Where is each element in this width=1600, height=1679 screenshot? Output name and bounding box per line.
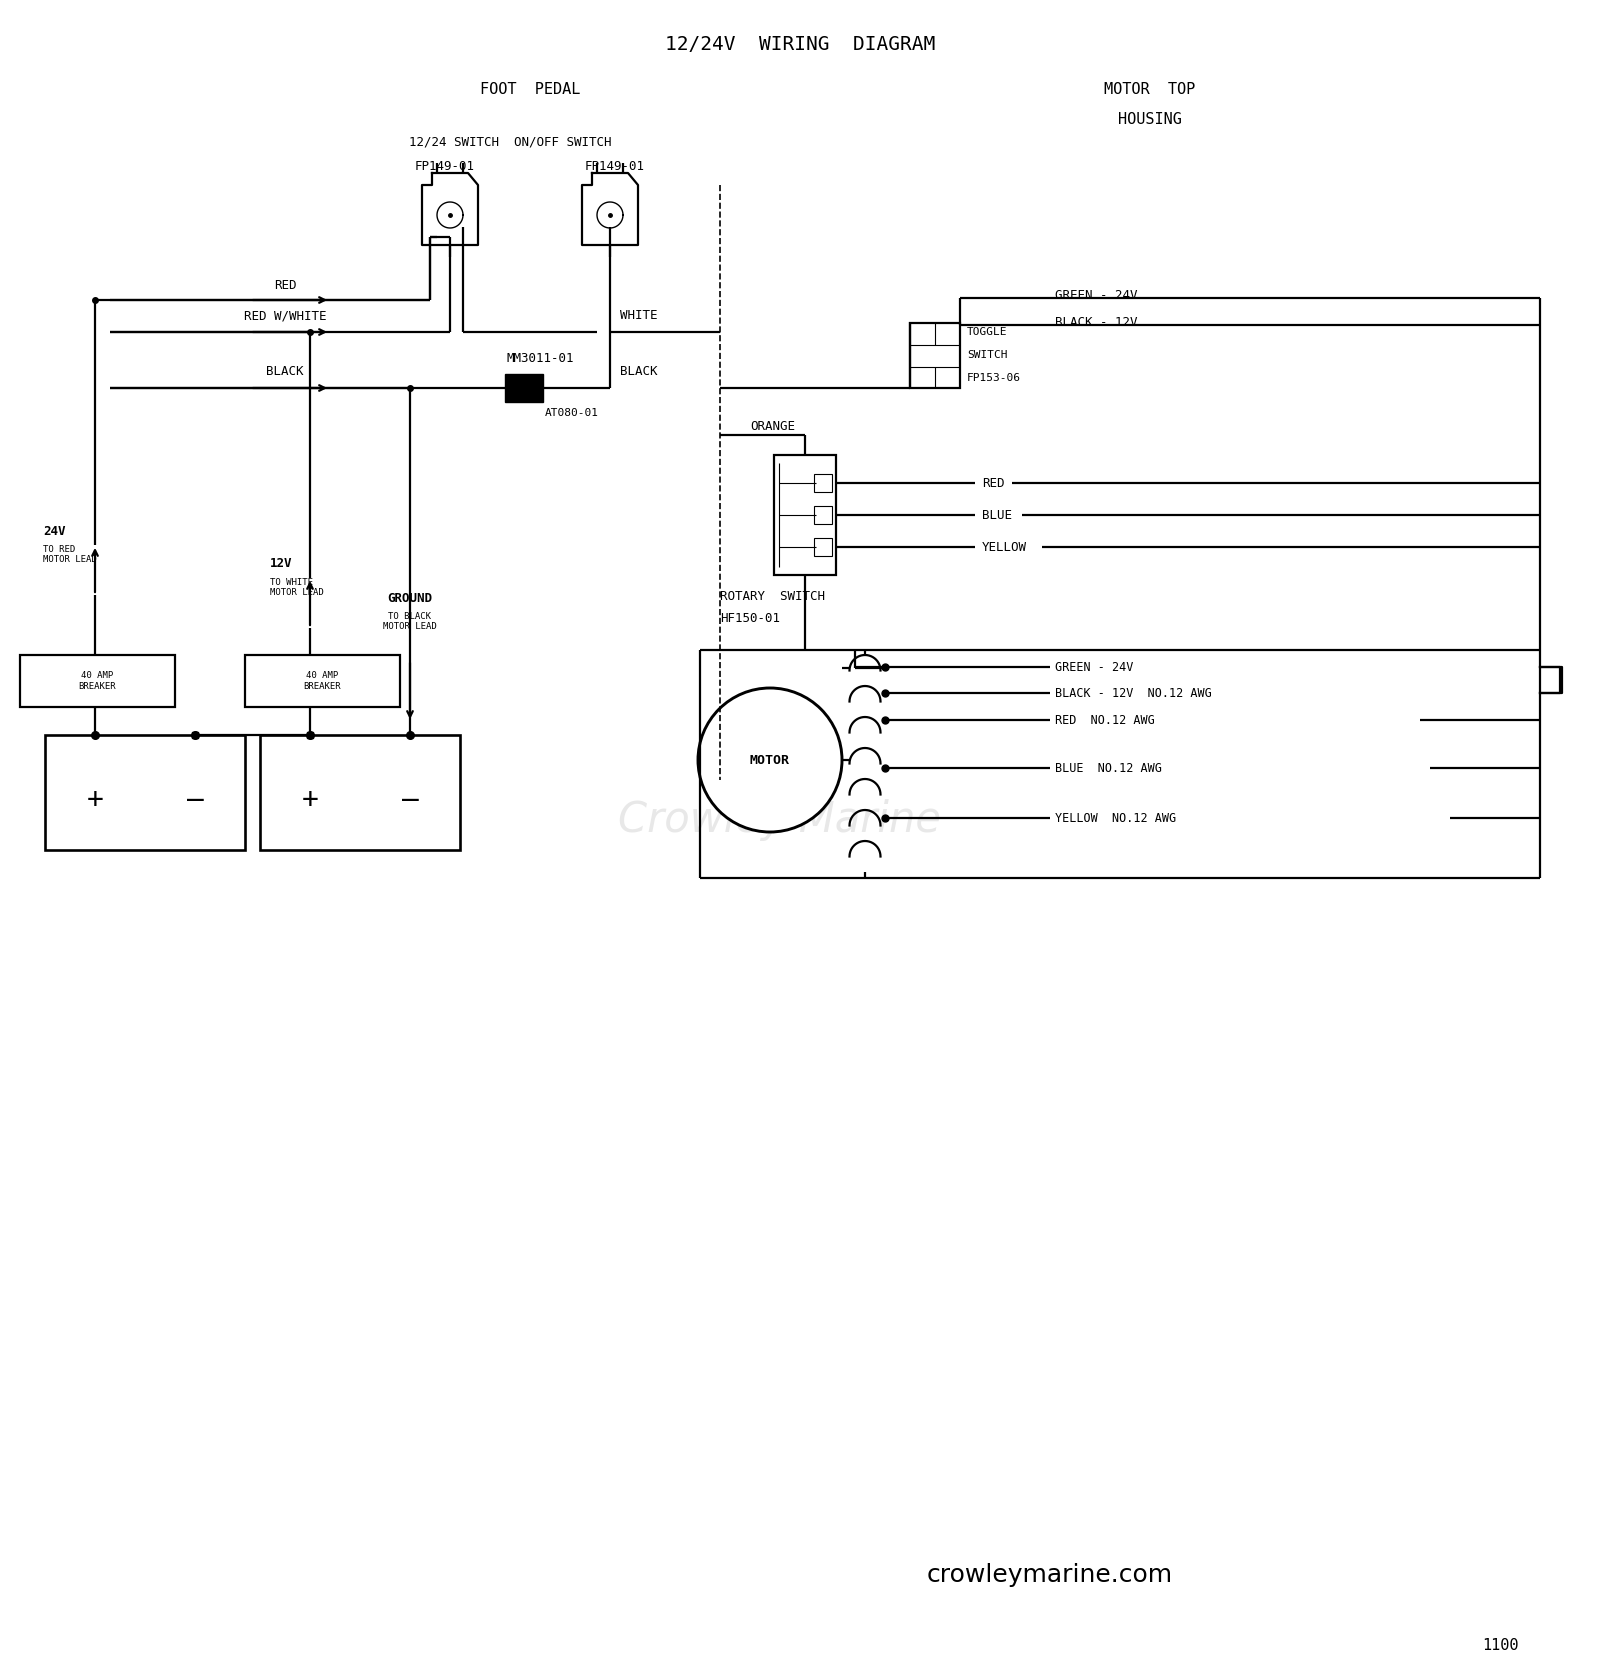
Text: GROUND: GROUND (387, 593, 432, 604)
Text: BLACK - 12V  NO.12 AWG: BLACK - 12V NO.12 AWG (1054, 687, 1211, 700)
Text: HOUSING: HOUSING (1118, 112, 1182, 128)
Text: FP149-01: FP149-01 (586, 160, 645, 173)
Text: TO RED
MOTOR LEAD: TO RED MOTOR LEAD (43, 546, 96, 564)
Text: GREEN - 24V: GREEN - 24V (1054, 289, 1138, 302)
Text: FOOT  PEDAL: FOOT PEDAL (480, 82, 581, 97)
Text: MOTOR  TOP: MOTOR TOP (1104, 82, 1195, 97)
Bar (261, 735, 461, 850)
Text: YELLOW  NO.12 AWG: YELLOW NO.12 AWG (1054, 811, 1176, 824)
Bar (814, 537, 832, 556)
Text: TOGGLE: TOGGLE (966, 327, 1008, 337)
Text: BLACK: BLACK (621, 364, 658, 378)
Text: 40 AMP
BREAKER: 40 AMP BREAKER (78, 672, 117, 690)
Text: BLUE  NO.12 AWG: BLUE NO.12 AWG (1054, 762, 1162, 774)
Text: RED: RED (274, 279, 296, 292)
Text: WHITE: WHITE (621, 309, 658, 322)
Bar (21, 655, 174, 707)
Bar (910, 322, 960, 388)
Bar (245, 655, 400, 707)
Text: RED W/WHITE: RED W/WHITE (243, 309, 326, 322)
Text: 24V: 24V (43, 526, 66, 537)
Text: YELLOW: YELLOW (982, 541, 1027, 554)
Text: GREEN - 24V: GREEN - 24V (1054, 660, 1133, 673)
Text: RED  NO.12 AWG: RED NO.12 AWG (1054, 714, 1155, 727)
Text: FP149-01: FP149-01 (414, 160, 475, 173)
Text: 40 AMP
BREAKER: 40 AMP BREAKER (304, 672, 341, 690)
Text: HF150-01: HF150-01 (720, 613, 781, 625)
Text: RED: RED (982, 477, 1005, 490)
Bar (814, 505, 832, 524)
Text: BLACK - 12V: BLACK - 12V (1054, 316, 1138, 329)
Text: MOTOR: MOTOR (750, 754, 790, 767)
Text: ROTARY  SWITCH: ROTARY SWITCH (720, 589, 826, 603)
Text: MM3011-01: MM3011-01 (506, 353, 574, 364)
Text: +: + (86, 786, 104, 814)
Bar (814, 473, 832, 492)
Text: –: – (187, 786, 203, 814)
Bar (45, 735, 245, 850)
Bar (506, 374, 542, 401)
Text: Crowley Marine: Crowley Marine (619, 799, 941, 841)
Text: SWITCH: SWITCH (966, 349, 1008, 359)
Text: BLUE: BLUE (982, 509, 1013, 522)
Text: TO WHITE
MOTOR LEAD: TO WHITE MOTOR LEAD (270, 578, 323, 598)
Text: +: + (302, 786, 318, 814)
Circle shape (698, 688, 842, 833)
Text: 12/24 SWITCH  ON/OFF SWITCH: 12/24 SWITCH ON/OFF SWITCH (408, 134, 611, 148)
Text: 12V: 12V (270, 557, 293, 569)
Text: 12/24V  WIRING  DIAGRAM: 12/24V WIRING DIAGRAM (666, 35, 934, 54)
Text: AT080-01: AT080-01 (546, 408, 598, 418)
Text: crowleymarine.com: crowleymarine.com (926, 1563, 1173, 1587)
Text: TO BLACK
MOTOR LEAD: TO BLACK MOTOR LEAD (382, 613, 437, 631)
Text: FP153-06: FP153-06 (966, 373, 1021, 383)
Text: 1100: 1100 (1482, 1637, 1518, 1652)
Bar (774, 455, 837, 574)
Text: –: – (402, 786, 418, 814)
Text: BLACK: BLACK (266, 364, 304, 378)
Text: ORANGE: ORANGE (750, 420, 795, 433)
